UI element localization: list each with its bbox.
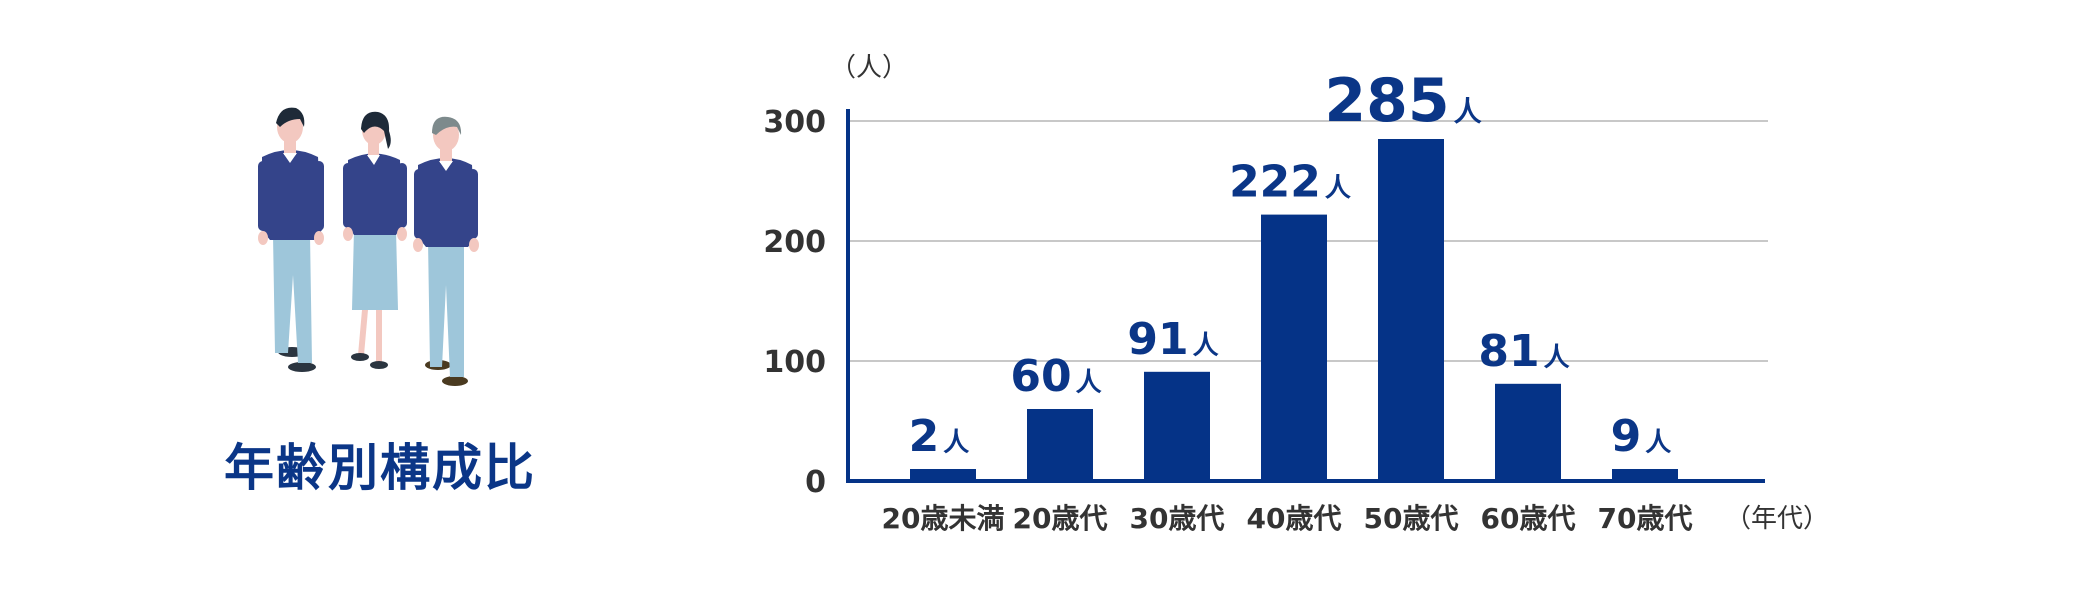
bar	[1261, 214, 1327, 481]
data-label-value: 2	[909, 411, 940, 462]
data-label-value: 285	[1324, 66, 1449, 136]
y-tick-label: 100	[763, 345, 826, 380]
person-woman-icon	[343, 111, 407, 369]
data-label: 60 人	[1010, 351, 1101, 402]
data-label-value: 60	[1010, 351, 1071, 402]
bar	[1378, 139, 1444, 481]
data-label-value: 222	[1229, 157, 1321, 208]
bar	[910, 469, 976, 481]
y-tick-label: 200	[763, 225, 826, 260]
y-tick-label: 300	[763, 105, 826, 140]
x-axis-unit-label: （年代）	[1725, 504, 1829, 534]
page-title: 年齢別構成比	[224, 439, 536, 497]
x-tick-label: 40歳代	[1247, 502, 1342, 535]
x-tick-label: 50歳代	[1364, 502, 1459, 535]
data-label-unit: 人	[1454, 95, 1482, 128]
data-label-unit: 人	[1544, 343, 1570, 373]
y-tick-label: 0	[805, 465, 826, 500]
bar	[1144, 371, 1210, 481]
data-label: 81 人	[1478, 326, 1569, 377]
x-tick-label: 20歳未満	[882, 502, 1005, 535]
x-tick-label: 20歳代	[1013, 502, 1108, 535]
axis-ticks: 0 100 200 300 20歳未満 20歳代 30歳代 40歳代 50歳代 60歳代 70歳代	[763, 105, 1692, 535]
x-tick-label: 70歳代	[1598, 502, 1693, 535]
person-man-icon	[258, 107, 324, 372]
data-label-unit: 人	[1193, 331, 1219, 361]
y-axis-unit-label: （人）	[830, 53, 908, 83]
data-label-value: 91	[1127, 314, 1188, 365]
data-label-unit: 人	[1645, 428, 1671, 458]
bars	[910, 139, 1678, 481]
bar	[1495, 383, 1561, 481]
bar	[1027, 409, 1093, 481]
people-group-icon	[258, 107, 479, 386]
data-label: 285 人	[1324, 66, 1481, 136]
data-label: 222 人	[1229, 157, 1351, 208]
data-label-value: 9	[1611, 411, 1642, 462]
data-label-unit: 人	[1076, 368, 1102, 398]
data-label-value: 81	[1478, 326, 1539, 377]
data-label-unit: 人	[1325, 174, 1351, 204]
person-senior-icon	[413, 116, 479, 386]
data-label-unit: 人	[943, 428, 969, 458]
x-tick-label: 60歳代	[1481, 502, 1576, 535]
x-tick-label: 30歳代	[1130, 502, 1225, 535]
bar	[1612, 469, 1678, 481]
data-label: 91 人	[1127, 314, 1218, 365]
